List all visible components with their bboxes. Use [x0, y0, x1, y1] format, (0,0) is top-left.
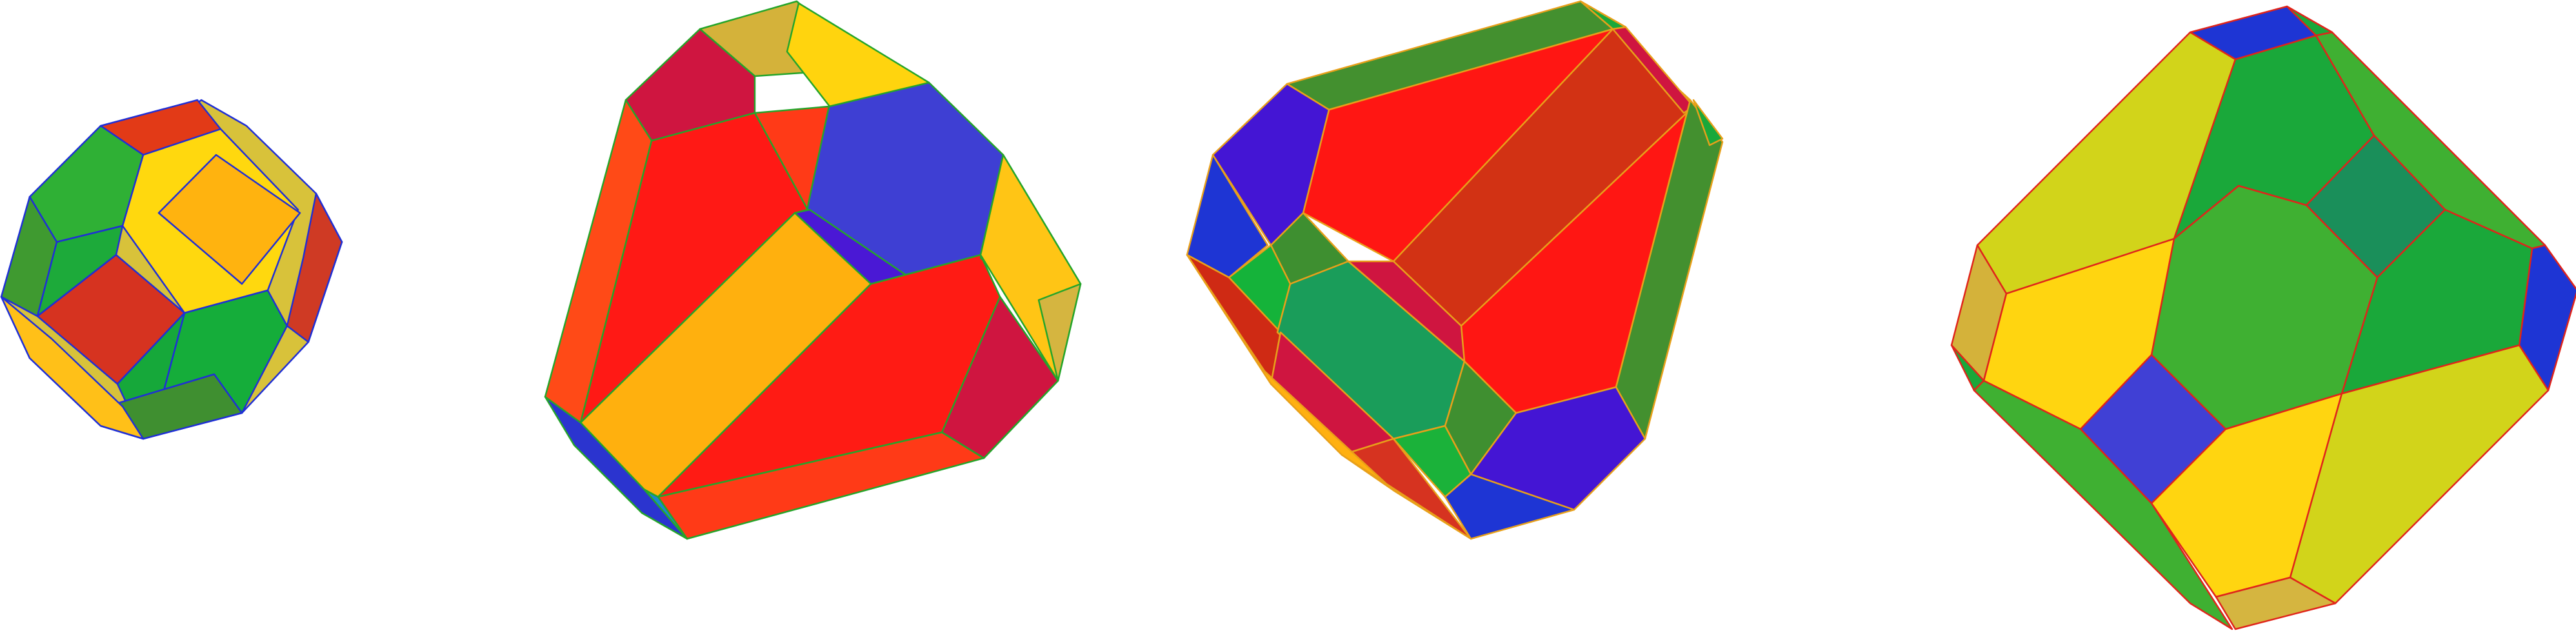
polyhedron-3 — [1186, 0, 1724, 540]
polyhedron-3-face — [1444, 473, 1575, 540]
polyhedron-4-face — [2289, 344, 2550, 605]
polyhedron-3-face — [1186, 254, 1472, 540]
polyhedron-3-face — [1692, 99, 1724, 146]
polyhedron-3-face — [1470, 386, 1646, 511]
polyhedron-3-face — [1212, 83, 1330, 246]
polyhedron-2-face — [644, 489, 688, 540]
polyhedron-1-face — [286, 192, 343, 343]
polyhedron-1-face — [0, 296, 145, 440]
polyhedron-2 — [544, 0, 1082, 540]
polyhedron-2-face — [1037, 283, 1082, 382]
polyhedron-1-face — [157, 154, 301, 285]
polyhedron-1 — [0, 99, 343, 440]
polyhedron-4-face — [2215, 576, 2337, 630]
polyhedron-4 — [1950, 5, 2576, 630]
polyhedron-3-face — [1347, 260, 1466, 363]
